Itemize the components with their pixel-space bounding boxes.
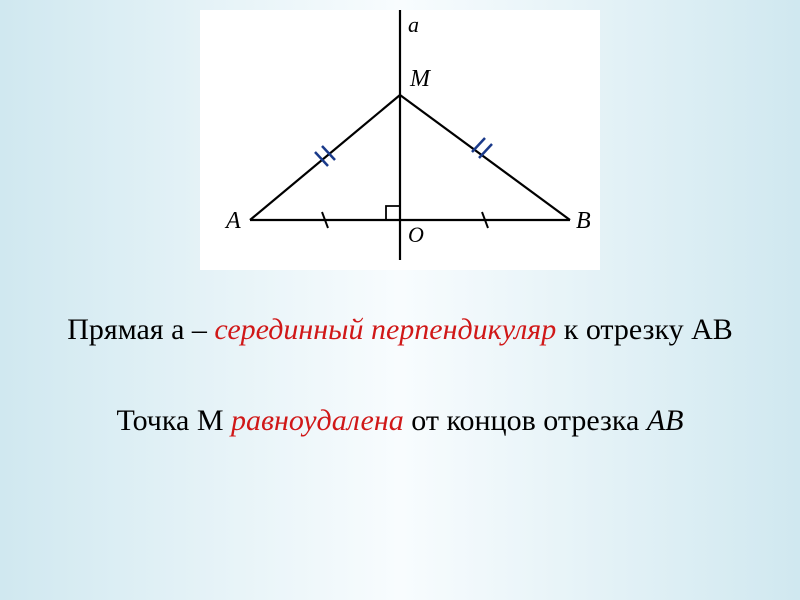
geometry-diagram: a M A B O (200, 10, 600, 270)
label-a-point: A (226, 208, 241, 235)
text-line-1: Прямая а – серединный перпендикуляр к от… (67, 310, 733, 351)
triangle-svg (200, 10, 600, 270)
segment-am (250, 95, 400, 220)
text1-part1: Прямая а – (67, 313, 214, 346)
text2-highlight: равноудалена (231, 404, 404, 437)
text-line-2: Точка М равноудалена от концов отрезка А… (117, 401, 684, 442)
text1-highlight: серединный перпендикуляр (214, 313, 556, 346)
label-b: B (576, 208, 591, 235)
text1-part2: к отрезку АВ (556, 313, 733, 346)
label-a-line: a (408, 12, 419, 38)
text2-part1: Точка М (117, 404, 232, 437)
text2-part2: от концов отрезка (404, 404, 647, 437)
text2-part3: АВ (647, 404, 684, 437)
label-o: O (408, 222, 424, 248)
segment-mb (400, 95, 570, 220)
label-m: M (410, 66, 430, 93)
right-angle-marker (386, 206, 400, 220)
ticks-mb (472, 138, 492, 158)
